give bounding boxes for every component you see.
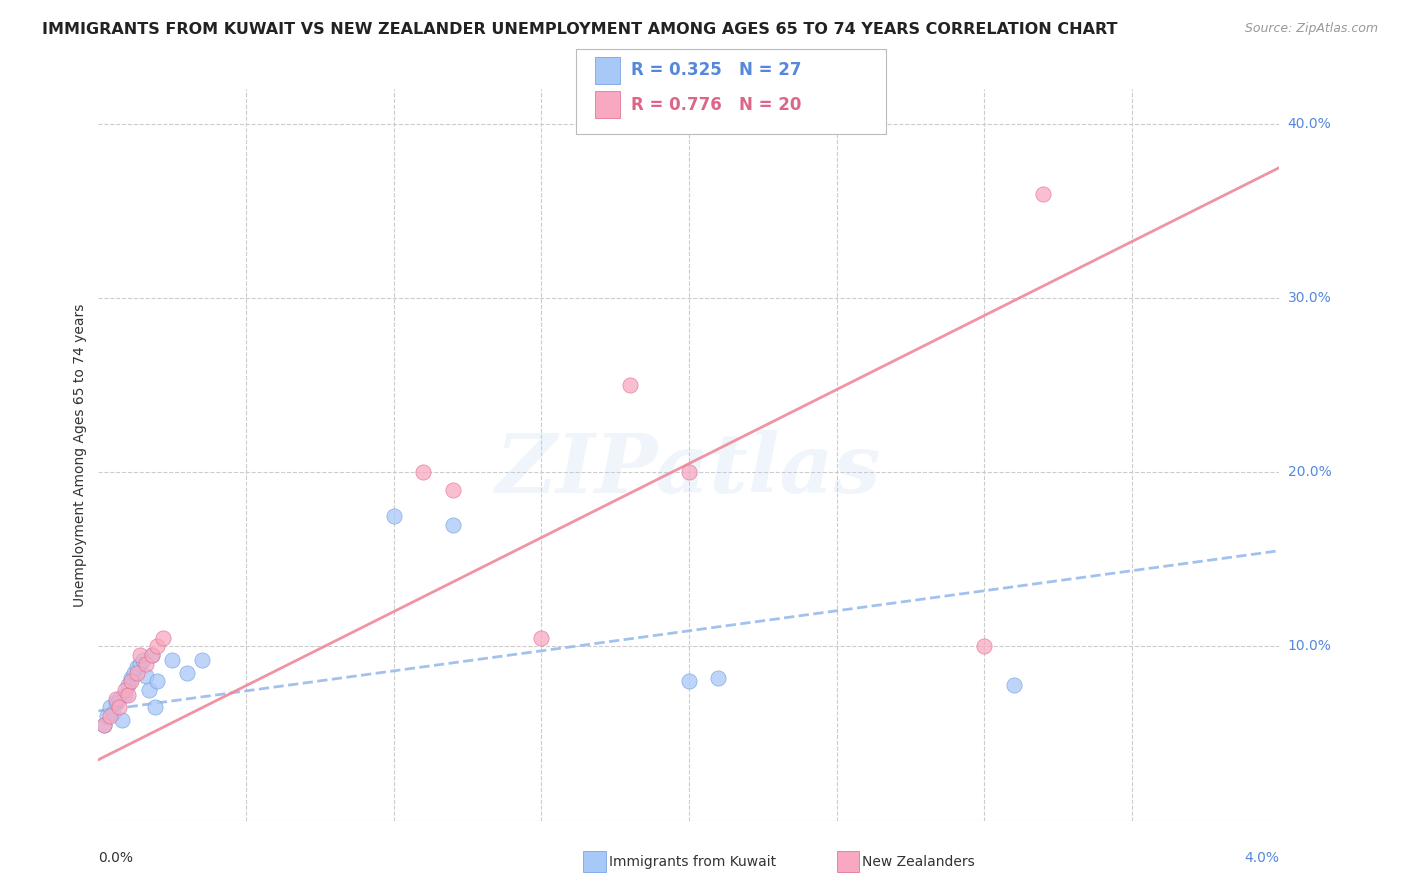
Text: ZIPatlas: ZIPatlas <box>496 430 882 509</box>
Point <box>973 640 995 654</box>
Point <box>117 688 139 702</box>
Point <box>162 653 183 667</box>
Point <box>93 718 115 732</box>
Point <box>141 648 163 663</box>
Point <box>141 648 163 663</box>
Point <box>103 706 125 720</box>
Point <box>93 718 115 732</box>
Point <box>143 700 166 714</box>
Point <box>412 466 434 480</box>
Text: 0.0%: 0.0% <box>98 851 134 865</box>
Text: Source: ZipAtlas.com: Source: ZipAtlas.com <box>1244 22 1378 36</box>
Point <box>105 695 128 709</box>
Point <box>678 674 700 689</box>
Point <box>108 700 131 714</box>
Point <box>530 631 553 645</box>
Text: Immigrants from Kuwait: Immigrants from Kuwait <box>609 855 776 869</box>
Point <box>176 665 198 680</box>
Point <box>138 683 160 698</box>
Point <box>135 669 157 683</box>
Point <box>146 640 169 654</box>
Point <box>98 700 121 714</box>
Point <box>125 660 148 674</box>
Point <box>135 657 157 671</box>
Point <box>132 653 155 667</box>
Point <box>382 508 405 523</box>
Text: 30.0%: 30.0% <box>1288 291 1331 305</box>
Point <box>619 378 641 392</box>
Point <box>128 657 150 671</box>
Point <box>1002 678 1025 692</box>
Y-axis label: Unemployment Among Ages 65 to 74 years: Unemployment Among Ages 65 to 74 years <box>73 303 87 607</box>
Point <box>678 466 700 480</box>
Point <box>1032 186 1054 201</box>
Point <box>152 631 174 645</box>
Point <box>114 683 136 698</box>
Text: 10.0%: 10.0% <box>1288 640 1331 654</box>
Point <box>441 517 464 532</box>
Point <box>120 671 142 685</box>
Text: R = 0.325   N = 27: R = 0.325 N = 27 <box>631 62 801 79</box>
Point <box>128 648 150 663</box>
Point <box>117 678 139 692</box>
Point <box>96 709 118 723</box>
Point <box>108 691 131 706</box>
Text: IMMIGRANTS FROM KUWAIT VS NEW ZEALANDER UNEMPLOYMENT AMONG AGES 65 TO 74 YEARS C: IMMIGRANTS FROM KUWAIT VS NEW ZEALANDER … <box>42 22 1118 37</box>
Point <box>122 665 145 680</box>
Point <box>98 709 121 723</box>
Point <box>111 713 134 727</box>
Text: 20.0%: 20.0% <box>1288 466 1331 479</box>
Point <box>146 674 169 689</box>
Text: 40.0%: 40.0% <box>1288 117 1331 131</box>
Point <box>114 688 136 702</box>
Point <box>441 483 464 497</box>
Text: 4.0%: 4.0% <box>1244 851 1279 865</box>
Point <box>191 653 214 667</box>
Point <box>125 665 148 680</box>
Text: New Zealanders: New Zealanders <box>862 855 974 869</box>
Point <box>105 691 128 706</box>
Point <box>120 674 142 689</box>
Text: R = 0.776   N = 20: R = 0.776 N = 20 <box>631 95 801 113</box>
Point <box>707 671 730 685</box>
